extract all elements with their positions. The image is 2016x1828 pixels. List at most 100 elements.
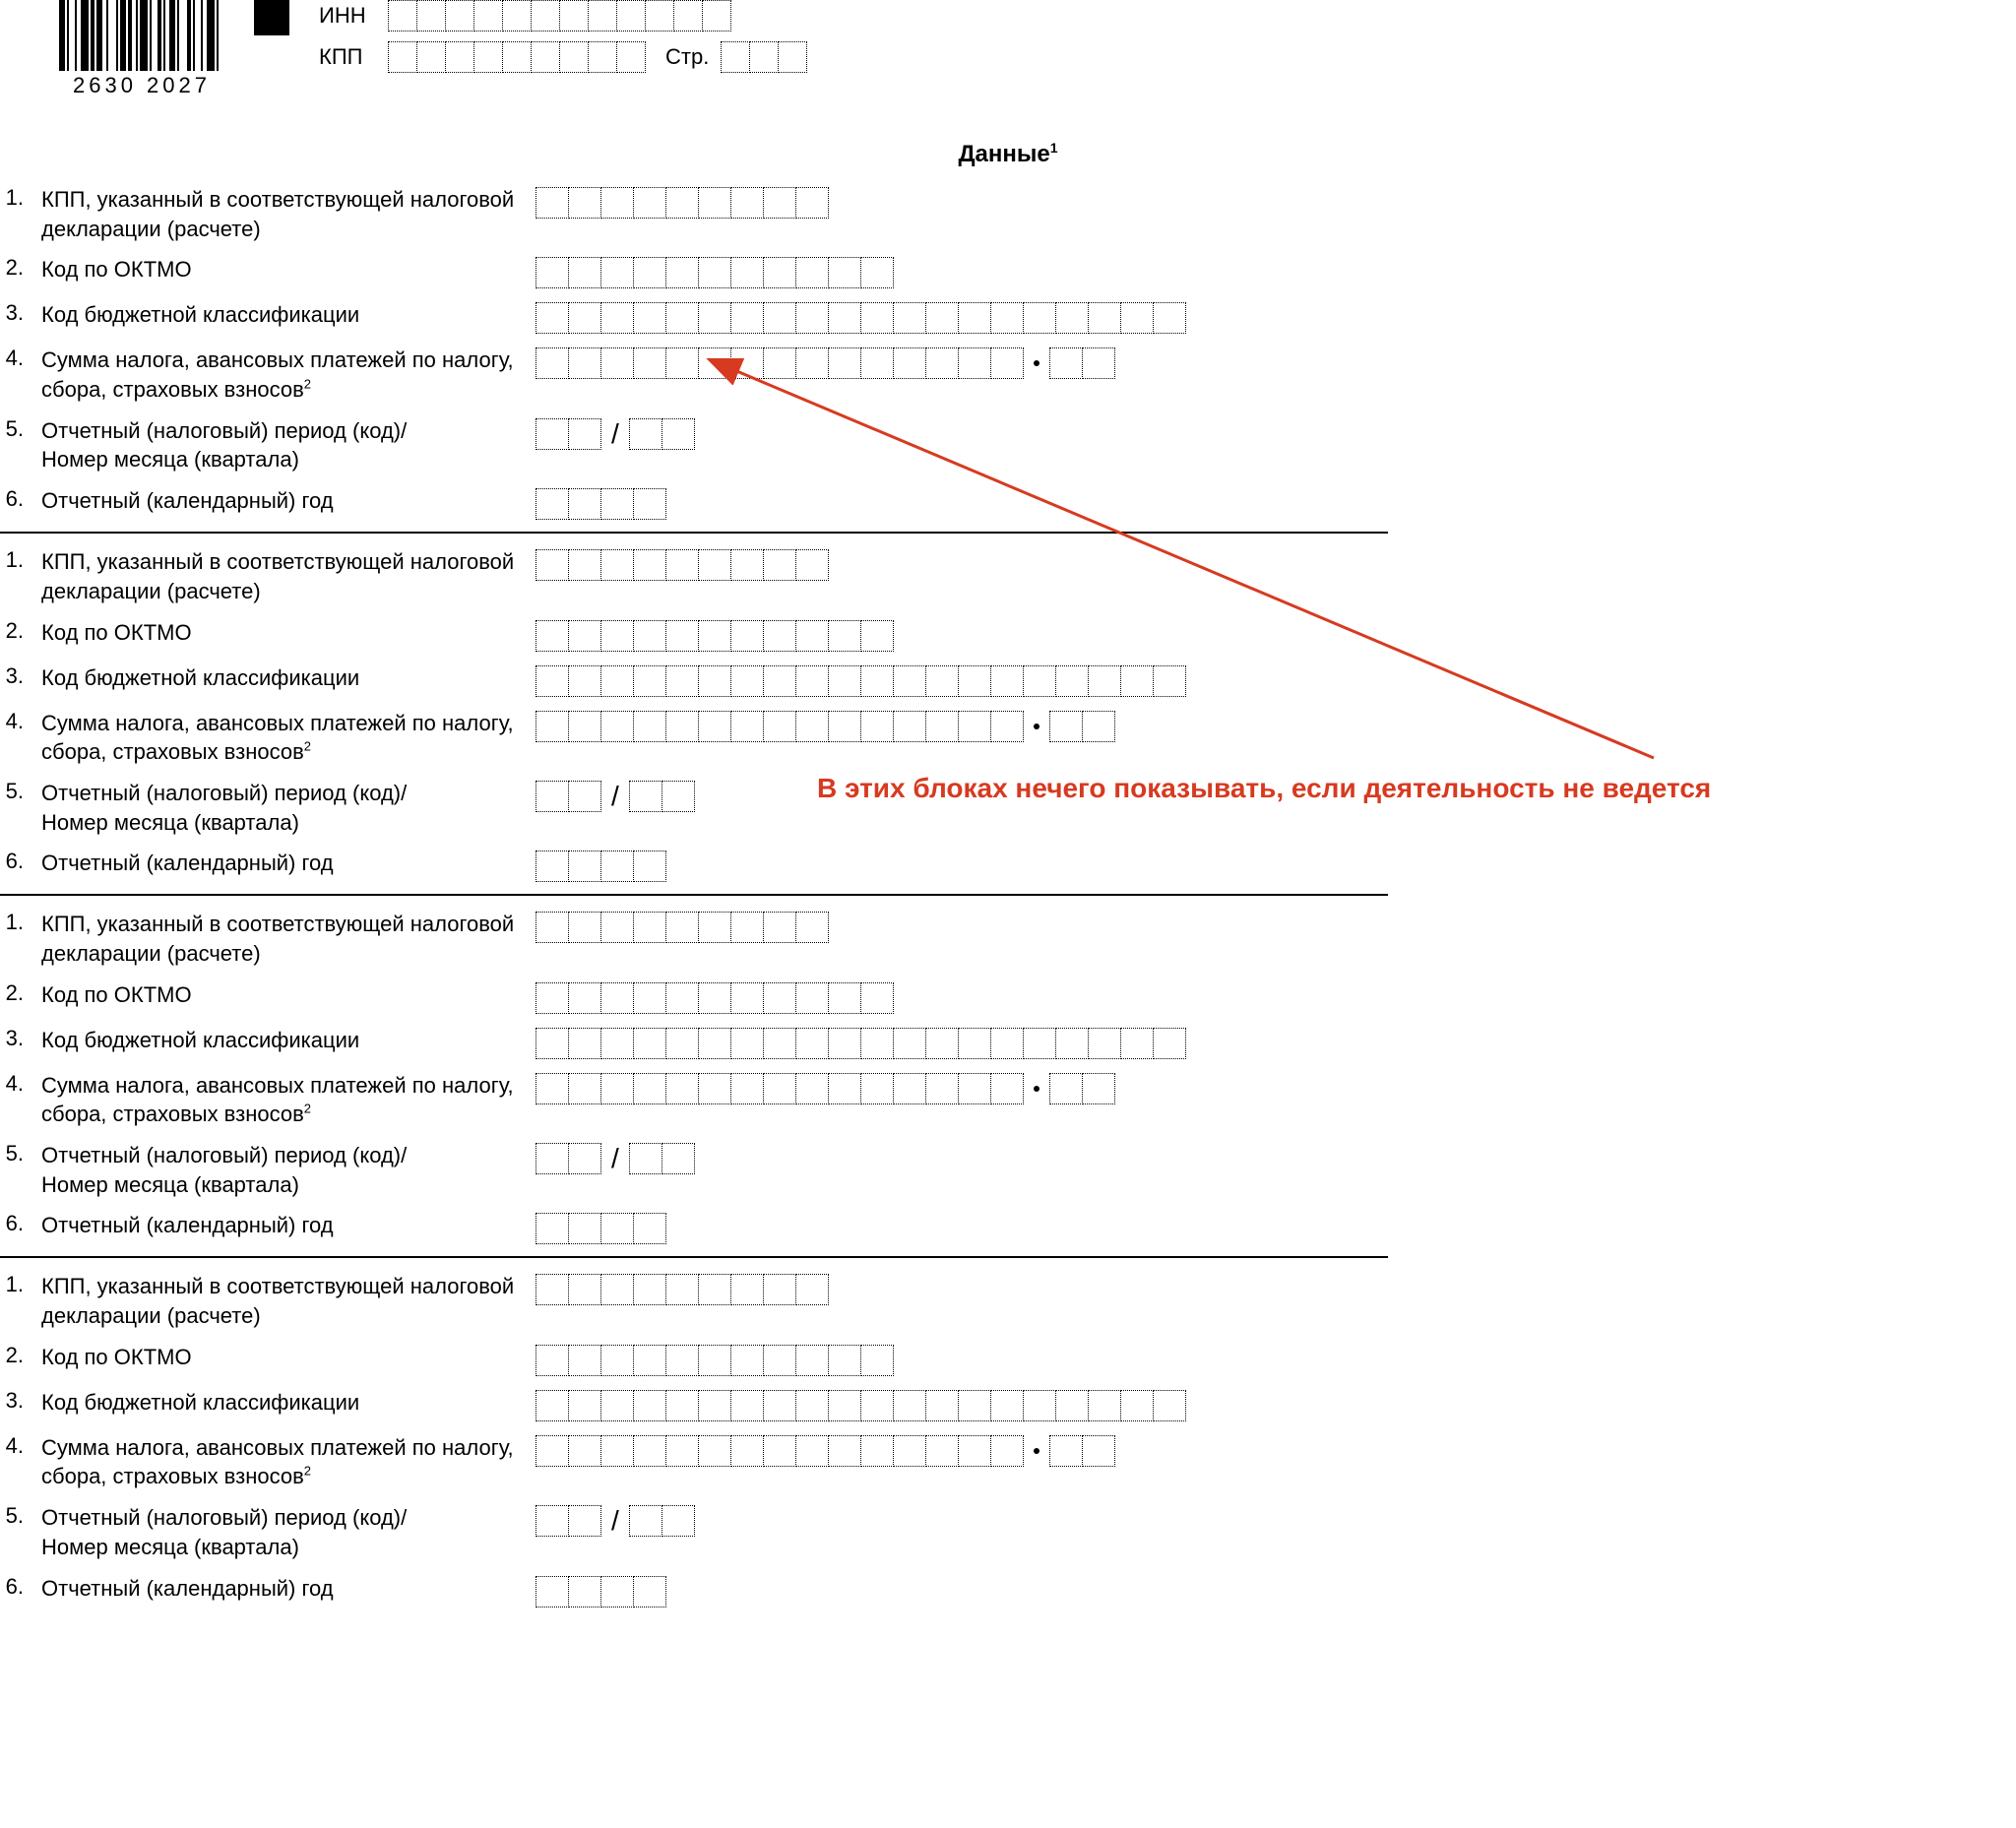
row-number: 3. — [0, 300, 24, 326]
row-cells[interactable] — [536, 663, 1186, 697]
row-label: Сумма налога, авансовых платежей по нало… — [24, 1071, 536, 1129]
inn-label: ИНН — [319, 3, 388, 29]
row-number: 3. — [0, 1026, 24, 1051]
row-cells[interactable] — [536, 346, 1115, 379]
row-number: 4. — [0, 1071, 24, 1097]
form-row: 6.Отчетный (календарный) год — [0, 849, 1388, 882]
row-cells[interactable] — [536, 980, 894, 1014]
row-label: Сумма налога, авансовых платежей по нало… — [24, 709, 536, 767]
form-row: 4.Сумма налога, авансовых платежей по на… — [0, 709, 1388, 767]
row-cells[interactable]: / — [536, 779, 695, 812]
inn-row: ИНН — [319, 0, 807, 32]
row-number: 2. — [0, 255, 24, 281]
row-label: Код по ОКТМО — [24, 980, 536, 1010]
form-row: 3.Код бюджетной классификации — [0, 1026, 1388, 1059]
row-number: 3. — [0, 663, 24, 689]
form-row: 4.Сумма налога, авансовых платежей по на… — [0, 346, 1388, 404]
form-row: 1.КПП, указанный в соответствующей налог… — [0, 1272, 1388, 1330]
row-label: Код бюджетной классификации — [24, 300, 536, 330]
row-label: Отчетный (налоговый) период (код)/Номер … — [24, 416, 536, 474]
page-number-label: Стр. — [665, 44, 709, 70]
row-cells[interactable] — [536, 547, 829, 581]
form-row: 5.Отчетный (налоговый) период (код)/Номе… — [0, 416, 1388, 474]
form-row: 3.Код бюджетной классификации — [0, 663, 1388, 697]
row-label: Отчетный (налоговый) период (код)/Номер … — [24, 1503, 536, 1561]
row-number: 3. — [0, 1388, 24, 1414]
header-fields: ИНН КПП Стр. — [319, 0, 807, 83]
row-number: 6. — [0, 1211, 24, 1236]
row-label: КПП, указанный в соответствующей налогов… — [24, 185, 536, 243]
form-row: 1.КПП, указанный в соответствующей налог… — [0, 547, 1388, 605]
form-row: 2.Код по ОКТМО — [0, 255, 1388, 288]
row-label: Отчетный (налоговый) период (код)/Номер … — [24, 1141, 536, 1199]
barcode: 2630 2027 — [59, 0, 224, 98]
row-number: 5. — [0, 779, 24, 804]
data-block: 1.КПП, указанный в соответствующей налог… — [0, 179, 1388, 520]
barcode-bars — [59, 0, 224, 71]
form-row: 1.КПП, указанный в соответствующей налог… — [0, 910, 1388, 968]
form-row: 5.Отчетный (налоговый) период (код)/Номе… — [0, 1141, 1388, 1199]
row-label: КПП, указанный в соответствующей налогов… — [24, 910, 536, 968]
row-number: 5. — [0, 1141, 24, 1166]
row-cells[interactable] — [536, 255, 894, 288]
inn-boxes[interactable] — [388, 0, 731, 32]
row-cells[interactable] — [536, 185, 829, 219]
section-title: Данные1 — [0, 140, 2016, 168]
row-label: Код бюджетной классификации — [24, 1388, 536, 1418]
row-cells[interactable] — [536, 1388, 1186, 1421]
row-cells[interactable] — [536, 486, 666, 520]
page-number-boxes[interactable] — [721, 41, 807, 73]
row-cells[interactable] — [536, 1343, 894, 1376]
row-label: Отчетный (календарный) год — [24, 1574, 536, 1604]
row-cells[interactable] — [536, 1433, 1115, 1467]
section-title-sup: 1 — [1050, 140, 1058, 156]
row-cells[interactable]: / — [536, 1503, 695, 1537]
row-cells[interactable] — [536, 1026, 1186, 1059]
data-block: 1.КПП, указанный в соответствующей налог… — [0, 532, 1388, 882]
row-cells[interactable] — [536, 618, 894, 652]
row-cells[interactable] — [536, 910, 829, 943]
row-cells[interactable] — [536, 300, 1186, 334]
row-number: 6. — [0, 1574, 24, 1600]
row-label: Код бюджетной классификации — [24, 1026, 536, 1055]
row-cells[interactable] — [536, 1574, 666, 1607]
form-row: 2.Код по ОКТМО — [0, 980, 1388, 1014]
row-label: Сумма налога, авансовых платежей по нало… — [24, 1433, 536, 1491]
row-cells[interactable]: / — [536, 416, 695, 450]
form-row: 6.Отчетный (календарный) год — [0, 1574, 1388, 1607]
kpp-label: КПП — [319, 44, 388, 70]
row-label: Отчетный (календарный) год — [24, 849, 536, 878]
row-number: 1. — [0, 547, 24, 573]
row-number: 4. — [0, 1433, 24, 1459]
form-header: 2630 2027 ИНН КПП Стр. — [0, 0, 807, 98]
row-cells[interactable]: / — [536, 1141, 695, 1174]
row-label: Код по ОКТМО — [24, 255, 536, 284]
row-number: 1. — [0, 185, 24, 211]
row-cells[interactable] — [536, 709, 1115, 742]
row-cells[interactable] — [536, 849, 666, 882]
row-number: 5. — [0, 416, 24, 442]
data-block: 1.КПП, указанный в соответствующей налог… — [0, 894, 1388, 1244]
row-label: Отчетный (календарный) год — [24, 1211, 536, 1240]
row-number: 2. — [0, 980, 24, 1006]
row-number: 2. — [0, 1343, 24, 1368]
row-label: Отчетный (налоговый) период (код)/Номер … — [24, 779, 536, 837]
kpp-boxes[interactable] — [388, 41, 646, 73]
row-cells[interactable] — [536, 1071, 1115, 1104]
row-label: Код по ОКТМО — [24, 1343, 536, 1372]
row-label: Код бюджетной классификации — [24, 663, 536, 693]
row-label: Отчетный (календарный) год — [24, 486, 536, 516]
data-blocks: 1.КПП, указанный в соответствующей налог… — [0, 179, 1388, 1619]
row-label: КПП, указанный в соответствующей налогов… — [24, 1272, 536, 1330]
form-row: 5.Отчетный (налоговый) период (код)/Номе… — [0, 1503, 1388, 1561]
annotation-text: В этих блоках нечего показывать, если де… — [817, 773, 1711, 804]
page: 2630 2027 ИНН КПП Стр. Данные1 1.КПП, ук… — [0, 0, 2016, 1828]
row-number: 2. — [0, 618, 24, 644]
row-cells[interactable] — [536, 1211, 666, 1244]
row-label: КПП, указанный в соответствующей налогов… — [24, 547, 536, 605]
row-number: 5. — [0, 1503, 24, 1529]
row-number: 1. — [0, 1272, 24, 1297]
data-block: 1.КПП, указанный в соответствующей налог… — [0, 1256, 1388, 1607]
form-row: 2.Код по ОКТМО — [0, 618, 1388, 652]
row-cells[interactable] — [536, 1272, 829, 1305]
